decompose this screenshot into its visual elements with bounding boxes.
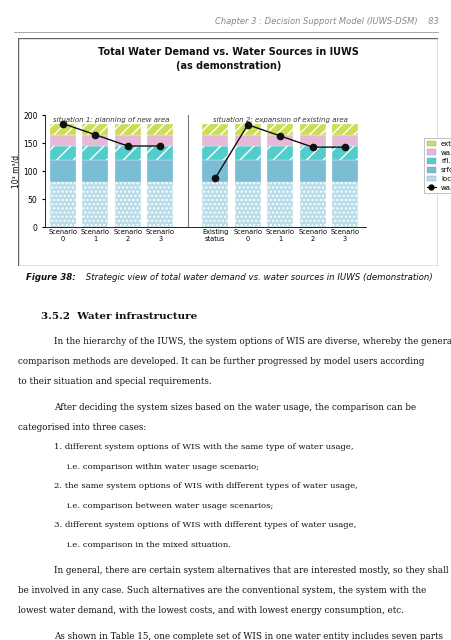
Text: situation 1: planning of new area: situation 1: planning of new area (53, 117, 170, 123)
Bar (202, 182, 228, 227)
Bar (202, 146, 228, 160)
Bar (147, 124, 173, 135)
Text: lowest water demand, with the lowest costs, and with lowest energy consumption, : lowest water demand, with the lowest cos… (18, 605, 403, 615)
Text: In the hierarchy of the IUWS, the system options of WIS are diverse, whereby the: In the hierarchy of the IUWS, the system… (54, 337, 451, 346)
Bar (50, 160, 76, 182)
Text: to their situation and special requirements.: to their situation and special requireme… (18, 377, 211, 386)
Text: Total Water Demand vs. Water Sources in IUWS: Total Water Demand vs. Water Sources in … (97, 47, 358, 58)
Text: situation 2: expansion of existing area: situation 2: expansion of existing area (212, 117, 347, 123)
Bar (50, 146, 76, 160)
Bar (331, 146, 357, 160)
Bar (299, 160, 325, 182)
Text: 1. different system options of WIS with the same type of water usage,: 1. different system options of WIS with … (54, 443, 353, 451)
Bar (147, 135, 173, 146)
Bar (235, 160, 260, 182)
Bar (82, 124, 108, 135)
Bar (331, 160, 357, 182)
Bar (202, 124, 228, 135)
Bar (299, 124, 325, 135)
Text: be involved in any case. Such alternatives are the conventional system, the syst: be involved in any case. Such alternativ… (18, 586, 425, 595)
Bar (147, 160, 173, 182)
Bar (50, 124, 76, 135)
Text: Strategic view of total water demand vs. water sources in IUWS (demonstration): Strategic view of total water demand vs.… (83, 273, 432, 282)
Text: As shown in Table 15, one complete set of WIS in one water entity includes seven: As shown in Table 15, one complete set o… (54, 632, 442, 640)
Bar (202, 135, 228, 146)
Bar (202, 160, 228, 182)
Text: 2. the same system options of WIS with different types of water usage,: 2. the same system options of WIS with d… (54, 482, 357, 490)
Bar (115, 146, 141, 160)
Text: After deciding the system sizes based on the water usage, the comparison can be: After deciding the system sizes based on… (54, 403, 415, 412)
Bar (147, 146, 173, 160)
Y-axis label: 10³ m³/d: 10³ m³/d (11, 155, 20, 188)
Text: i.e. comparison in the mixed situation.: i.e. comparison in the mixed situation. (67, 541, 230, 549)
Text: 3.5.2  Water infrastructure: 3.5.2 Water infrastructure (41, 312, 197, 321)
Text: categorised into three cases:: categorised into three cases: (18, 423, 146, 432)
Text: In general, there are certain system alternatives that are interested mostly, so: In general, there are certain system alt… (54, 566, 448, 575)
Bar (235, 135, 260, 146)
Bar (115, 182, 141, 227)
Bar (299, 182, 325, 227)
Bar (82, 135, 108, 146)
Bar (267, 146, 293, 160)
Bar (299, 135, 325, 146)
Text: i.e. comparison within water usage scenario;: i.e. comparison within water usage scena… (67, 463, 258, 471)
Legend: ext.src., wa.reuse, rfl.wa., srfc.runoff, loc.src., wa.demand: ext.src., wa.reuse, rfl.wa., srfc.runoff… (423, 138, 451, 193)
Text: Chapter 3 : Decision Support Model (IUWS-DSM)    83: Chapter 3 : Decision Support Model (IUWS… (214, 17, 437, 26)
Bar (235, 182, 260, 227)
Bar (331, 124, 357, 135)
Text: Figure 38:: Figure 38: (27, 273, 76, 282)
Bar (331, 135, 357, 146)
Bar (115, 160, 141, 182)
Text: comparison methods are developed. It can be further progressed by model users ac: comparison methods are developed. It can… (18, 357, 423, 366)
Bar (267, 160, 293, 182)
Bar (50, 182, 76, 227)
Bar (82, 160, 108, 182)
Bar (235, 124, 260, 135)
Text: (as demonstration): (as demonstration) (175, 61, 281, 71)
Text: i.e. comparison between water usage scenarios;: i.e. comparison between water usage scen… (67, 502, 273, 510)
Bar (147, 182, 173, 227)
Bar (267, 182, 293, 227)
Bar (267, 135, 293, 146)
Bar (235, 146, 260, 160)
Bar (50, 135, 76, 146)
Bar (331, 182, 357, 227)
Bar (82, 182, 108, 227)
Bar (115, 135, 141, 146)
Bar (299, 146, 325, 160)
Bar (82, 146, 108, 160)
Text: 3. different system options of WIS with different types of water usage,: 3. different system options of WIS with … (54, 521, 356, 529)
Bar (267, 124, 293, 135)
Bar (115, 124, 141, 135)
